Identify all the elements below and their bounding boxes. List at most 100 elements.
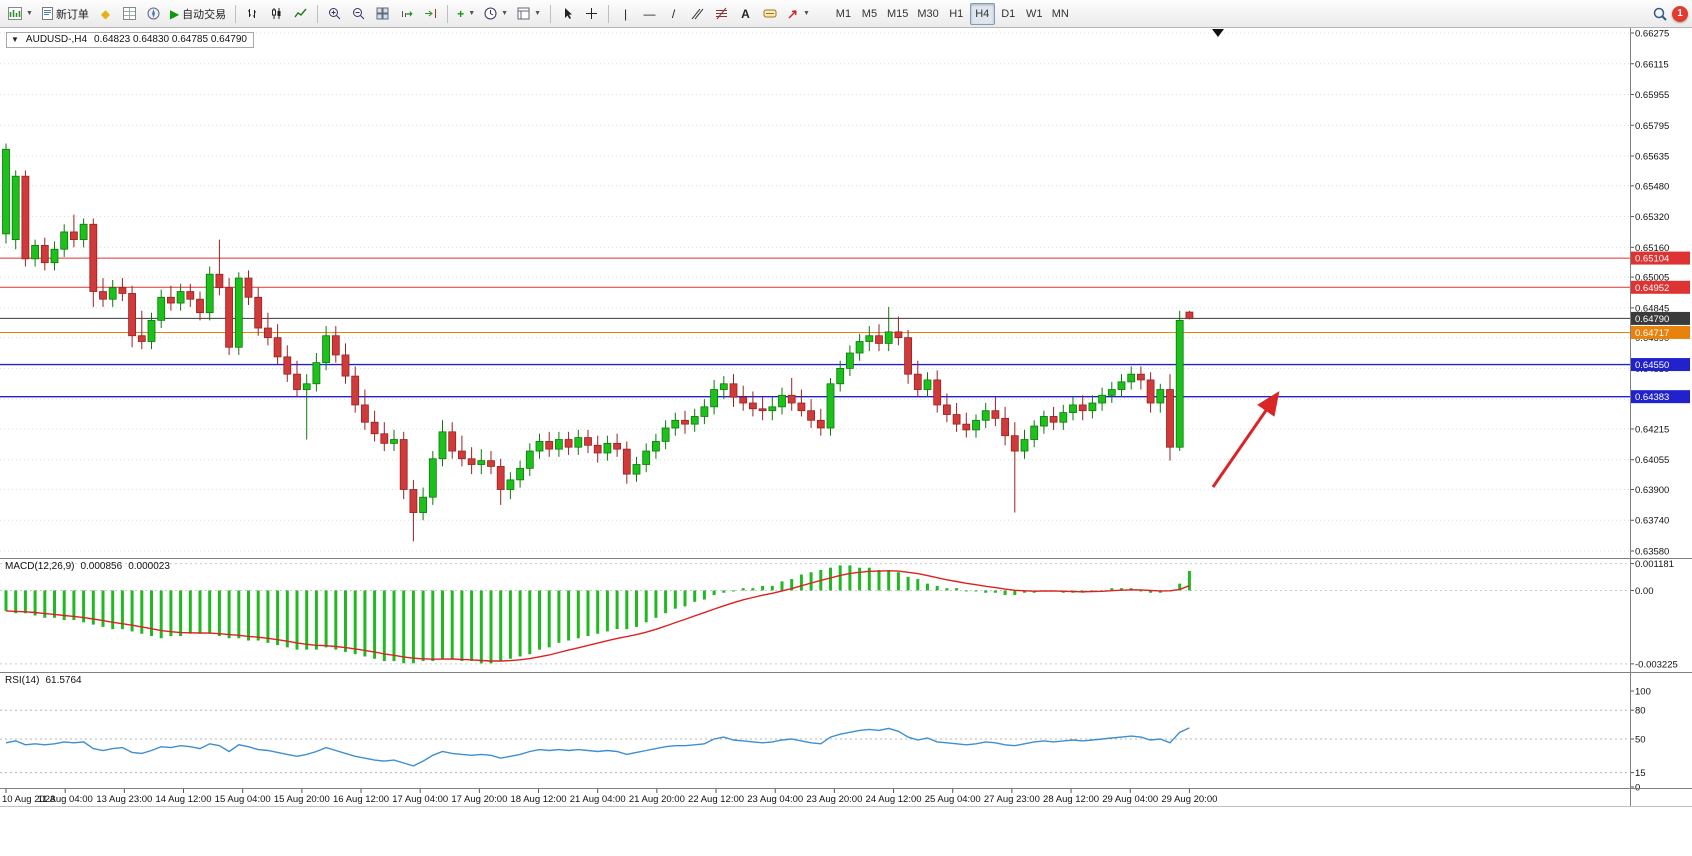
new-order-label: 新订单 bbox=[55, 8, 89, 21]
zoom-in-icon bbox=[329, 8, 341, 20]
macd-signal-line bbox=[5, 570, 1190, 662]
one-click-toggle-icon[interactable]: ▼ bbox=[11, 35, 19, 44]
time-label: 10 Aug 2023 bbox=[2, 794, 55, 805]
time-label: 23 Aug 20:00 bbox=[806, 794, 862, 805]
crosshair-button[interactable] bbox=[580, 3, 603, 25]
clock-icon bbox=[484, 7, 497, 20]
price-tick-label: 0.66275 bbox=[1635, 29, 1669, 40]
toolbar-separator bbox=[447, 4, 449, 23]
search-button[interactable] bbox=[1648, 3, 1671, 25]
price-tick-label: 0.65635 bbox=[1635, 152, 1669, 163]
chevron-down-icon: ▼ bbox=[501, 10, 509, 17]
indicators-button[interactable]: + ▼ bbox=[453, 3, 479, 25]
chart-symbol-header[interactable]: ▼ AUDUSD-,H4 0.64823 0.64830 0.64785 0.6… bbox=[6, 32, 254, 48]
timeframe-d1-button[interactable]: D1 bbox=[996, 3, 1021, 25]
line-chart-button[interactable] bbox=[289, 3, 312, 25]
price-tick-label: 0.65005 bbox=[1635, 273, 1669, 284]
timeframe-mn-button[interactable]: MN bbox=[1048, 3, 1073, 25]
rsi-line bbox=[5, 727, 1190, 767]
line-chart-icon bbox=[294, 8, 307, 18]
text-icon: A bbox=[741, 6, 750, 21]
vertical-line-icon: | bbox=[623, 6, 628, 21]
auto-trading-button[interactable]: ▶ 自动交易 bbox=[166, 3, 230, 25]
notification-badge[interactable]: 1 bbox=[1672, 5, 1688, 22]
chevron-down-icon: ▼ bbox=[468, 10, 476, 17]
time-label: 17 Aug 20:00 bbox=[451, 794, 507, 805]
fibonacci-button[interactable] bbox=[710, 3, 733, 25]
vertical-line-button[interactable]: | bbox=[614, 3, 637, 25]
text-label-icon bbox=[763, 9, 776, 18]
zoom-out-button[interactable] bbox=[347, 3, 370, 25]
new-chart-button[interactable]: ▼ bbox=[4, 3, 37, 25]
candlestick-icon bbox=[272, 8, 281, 19]
timeframe-w1-button[interactable]: W1 bbox=[1022, 3, 1047, 25]
toolbar-separator bbox=[608, 4, 609, 23]
chevron-down-icon: ▼ bbox=[534, 10, 541, 17]
time-label: 21 Aug 04:00 bbox=[570, 794, 626, 805]
market-watch-button[interactable] bbox=[118, 3, 141, 25]
new-order-icon bbox=[41, 7, 53, 20]
price-tick-label: 0.63740 bbox=[1635, 516, 1669, 527]
fibonacci-icon bbox=[716, 7, 727, 20]
timeframe-m5-button[interactable]: M5 bbox=[857, 3, 882, 25]
price-tick-label: 0.64215 bbox=[1635, 424, 1669, 435]
chart-shift-icon bbox=[424, 9, 436, 18]
time-label: 28 Aug 12:00 bbox=[1043, 794, 1099, 805]
rsi-tick-label: 80 bbox=[1635, 706, 1646, 717]
channel-button[interactable] bbox=[686, 3, 709, 25]
price-tick-label: 0.65795 bbox=[1635, 121, 1669, 132]
metaeditor-button[interactable]: ◆ bbox=[94, 3, 117, 25]
templates-button[interactable]: ▼ bbox=[513, 3, 545, 25]
auto-scroll-button[interactable] bbox=[395, 3, 418, 25]
candlestick-button[interactable] bbox=[265, 3, 288, 25]
search-icon bbox=[1653, 7, 1667, 21]
tile-windows-button[interactable] bbox=[371, 3, 394, 25]
periods-button[interactable]: ▼ bbox=[480, 3, 512, 25]
text-label-button[interactable] bbox=[758, 3, 781, 25]
zoom-in-button[interactable] bbox=[323, 3, 346, 25]
price-badge-0.64790: 0.64790 bbox=[1635, 314, 1669, 325]
chevron-down-icon: ▼ bbox=[26, 10, 33, 17]
time-label: 18 Aug 12:00 bbox=[511, 794, 567, 805]
price-tick-label: 0.64055 bbox=[1635, 455, 1669, 466]
play-icon: ▶ bbox=[169, 6, 180, 21]
bar-chart-button[interactable] bbox=[241, 3, 264, 25]
rsi-tick-label: 50 bbox=[1635, 735, 1646, 746]
timeframe-m30-button[interactable]: M30 bbox=[913, 3, 942, 25]
auto-scroll-icon bbox=[401, 11, 413, 17]
time-label: 15 Aug 04:00 bbox=[215, 794, 271, 805]
macd-signal-value: 0.000023 bbox=[128, 561, 170, 572]
annotation-arrow[interactable] bbox=[1211, 391, 1280, 488]
chart-shift-button[interactable] bbox=[419, 3, 442, 25]
arrow-tool-icon bbox=[788, 10, 797, 19]
new-order-button[interactable]: 新订单 bbox=[38, 3, 93, 25]
arrows-tool-button[interactable]: ▼ bbox=[782, 3, 814, 25]
rsi-name: RSI(14) bbox=[5, 675, 40, 686]
new-chart-icon bbox=[8, 7, 22, 20]
navigator-button[interactable] bbox=[142, 3, 165, 25]
timeframe-h4-button[interactable]: H4 bbox=[969, 2, 995, 25]
price-badge-0.65104: 0.65104 bbox=[1635, 254, 1669, 265]
macd-label: MACD(12,26,9) 0.000856 0.000023 bbox=[5, 561, 170, 572]
horizontal-line-button[interactable]: — bbox=[638, 3, 661, 25]
timeframe-m1-button[interactable]: M1 bbox=[831, 3, 856, 25]
cursor-button[interactable] bbox=[556, 3, 579, 25]
candles bbox=[2, 143, 1194, 542]
timeframe-h1-button[interactable]: H1 bbox=[944, 3, 969, 25]
time-label: 17 Aug 04:00 bbox=[392, 794, 448, 805]
timeframe-m15-button[interactable]: M15 bbox=[883, 3, 912, 25]
text-button[interactable]: A bbox=[734, 3, 757, 25]
template-icon bbox=[517, 7, 530, 20]
add-indicator-icon: + bbox=[457, 6, 465, 21]
price-badge-0.64717: 0.64717 bbox=[1635, 328, 1669, 339]
trendline-button[interactable]: / bbox=[662, 3, 685, 25]
chevron-down-icon: ▼ bbox=[803, 10, 810, 17]
time-label: 29 Aug 20:00 bbox=[1161, 794, 1217, 805]
time-label: 29 Aug 04:00 bbox=[1102, 794, 1158, 805]
timeframe-toolbar: M1 M5 M15 M30 H1 H4 D1 W1 MN bbox=[831, 2, 1073, 25]
auto-trading-label: 自动交易 bbox=[182, 8, 227, 21]
rsi-tick-label: 15 bbox=[1635, 768, 1646, 779]
zoom-out-icon bbox=[353, 8, 365, 20]
